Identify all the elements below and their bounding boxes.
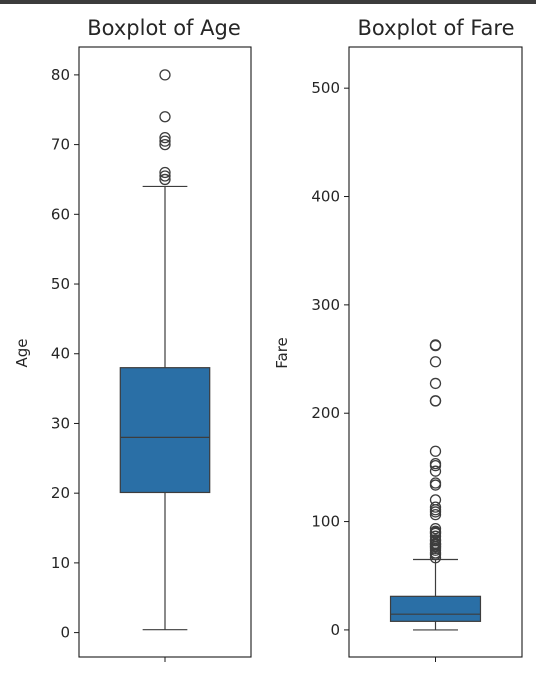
- age-y-tick-label: 20: [51, 484, 70, 502]
- age-outlier-point: [159, 131, 171, 144]
- fare-outlier-point: [429, 508, 442, 521]
- fare-y-tick-label: 500: [311, 79, 340, 97]
- chart-title-age: Boxplot of Age: [87, 16, 241, 40]
- fare-outlier-point: [429, 522, 442, 535]
- fare-outlier-point: [429, 534, 442, 546]
- y-axis-label-fare: Fare: [273, 337, 291, 369]
- age-outlier-point: [159, 166, 171, 179]
- fare-outlier-point: [429, 356, 442, 368]
- fare-outlier-point: [429, 445, 442, 457]
- age-y-tick-label: 40: [51, 345, 70, 363]
- age-panel: Boxplot of Age Age 0 10 20 30 40 50 60 70 80: [13, 16, 252, 662]
- chart-title-fare: Boxplot of Fare: [358, 16, 515, 40]
- age-outlier-point: [159, 173, 171, 186]
- age-outlier-point: [159, 138, 171, 151]
- age-y-tick-label: 80: [51, 66, 70, 84]
- window-top-border: [0, 0, 536, 4]
- age-outlier-point: [159, 135, 171, 147]
- fare-outlier-point: [429, 465, 442, 477]
- fare-y-tick-label: 200: [311, 404, 340, 422]
- fare-box: [389, 595, 482, 622]
- y-axis-label-age: Age: [13, 338, 31, 367]
- fare-outlier-point: [429, 395, 442, 407]
- fare-y-tick-label: 0: [330, 621, 340, 639]
- age-outlier-point: [159, 111, 171, 123]
- fare-outlier-point: [429, 530, 442, 542]
- fare-outlier-point: [429, 477, 442, 489]
- fare-outlier-point: [429, 377, 442, 390]
- age-outlier-point: [159, 69, 171, 81]
- fare-outlier-point: [429, 457, 442, 470]
- fare-y-tick-label: 100: [311, 513, 340, 531]
- age-y-tick-label: 70: [51, 136, 70, 154]
- age-y-tick-label: 0: [60, 624, 70, 642]
- fare-outlier-point: [429, 525, 442, 537]
- age-outlier-point: [159, 170, 171, 182]
- fare-outlier-point: [429, 501, 442, 513]
- age-y-tick-label: 30: [51, 414, 70, 432]
- fare-outlier-point: [429, 339, 442, 351]
- age-plot-area: 0 10 20 30 40 50 60 70 80: [51, 46, 252, 662]
- age-y-tick-label: 50: [51, 275, 70, 293]
- fare-plot-area: 0 100 200 300 400 500: [311, 46, 523, 662]
- fare-y-tick-label: 300: [311, 296, 340, 314]
- age-y-tick-label: 60: [51, 205, 70, 223]
- fare-y-tick-label: 400: [311, 188, 340, 206]
- fare-outlier-point: [429, 494, 442, 506]
- age-y-tick-label: 10: [51, 554, 70, 572]
- fare-outlier-point: [429, 552, 442, 564]
- fare-panel: Boxplot of Fare Fare 0 100 200 300 400 500: [273, 16, 523, 662]
- age-box: [119, 367, 211, 494]
